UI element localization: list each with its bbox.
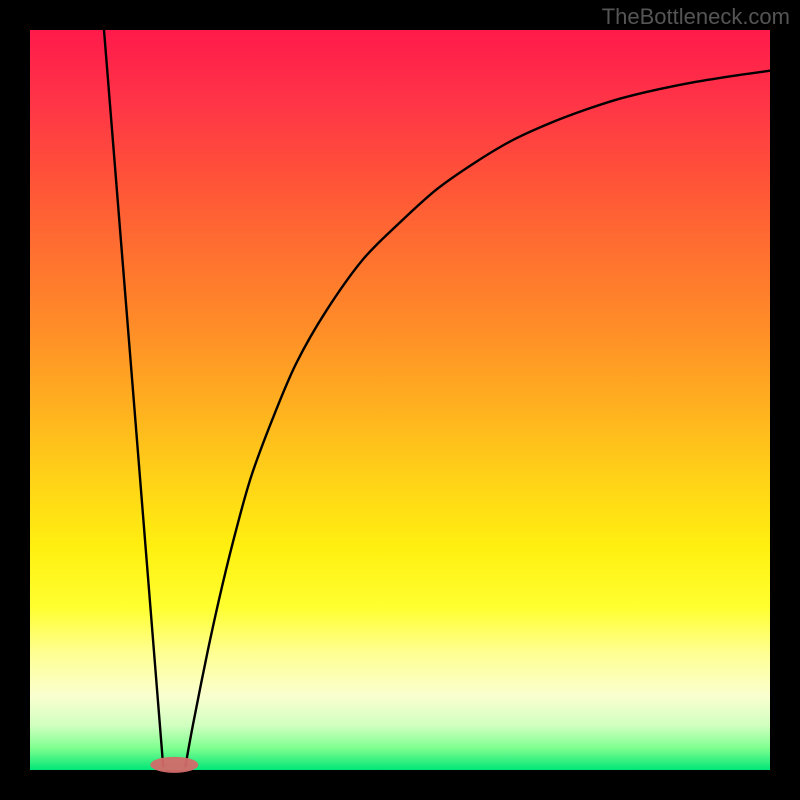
chart-background	[30, 30, 770, 770]
bottleneck-chart	[0, 0, 800, 800]
watermark-text: TheBottleneck.com	[602, 4, 790, 30]
chart-root: TheBottleneck.com	[0, 0, 800, 800]
minimum-marker	[150, 757, 198, 773]
